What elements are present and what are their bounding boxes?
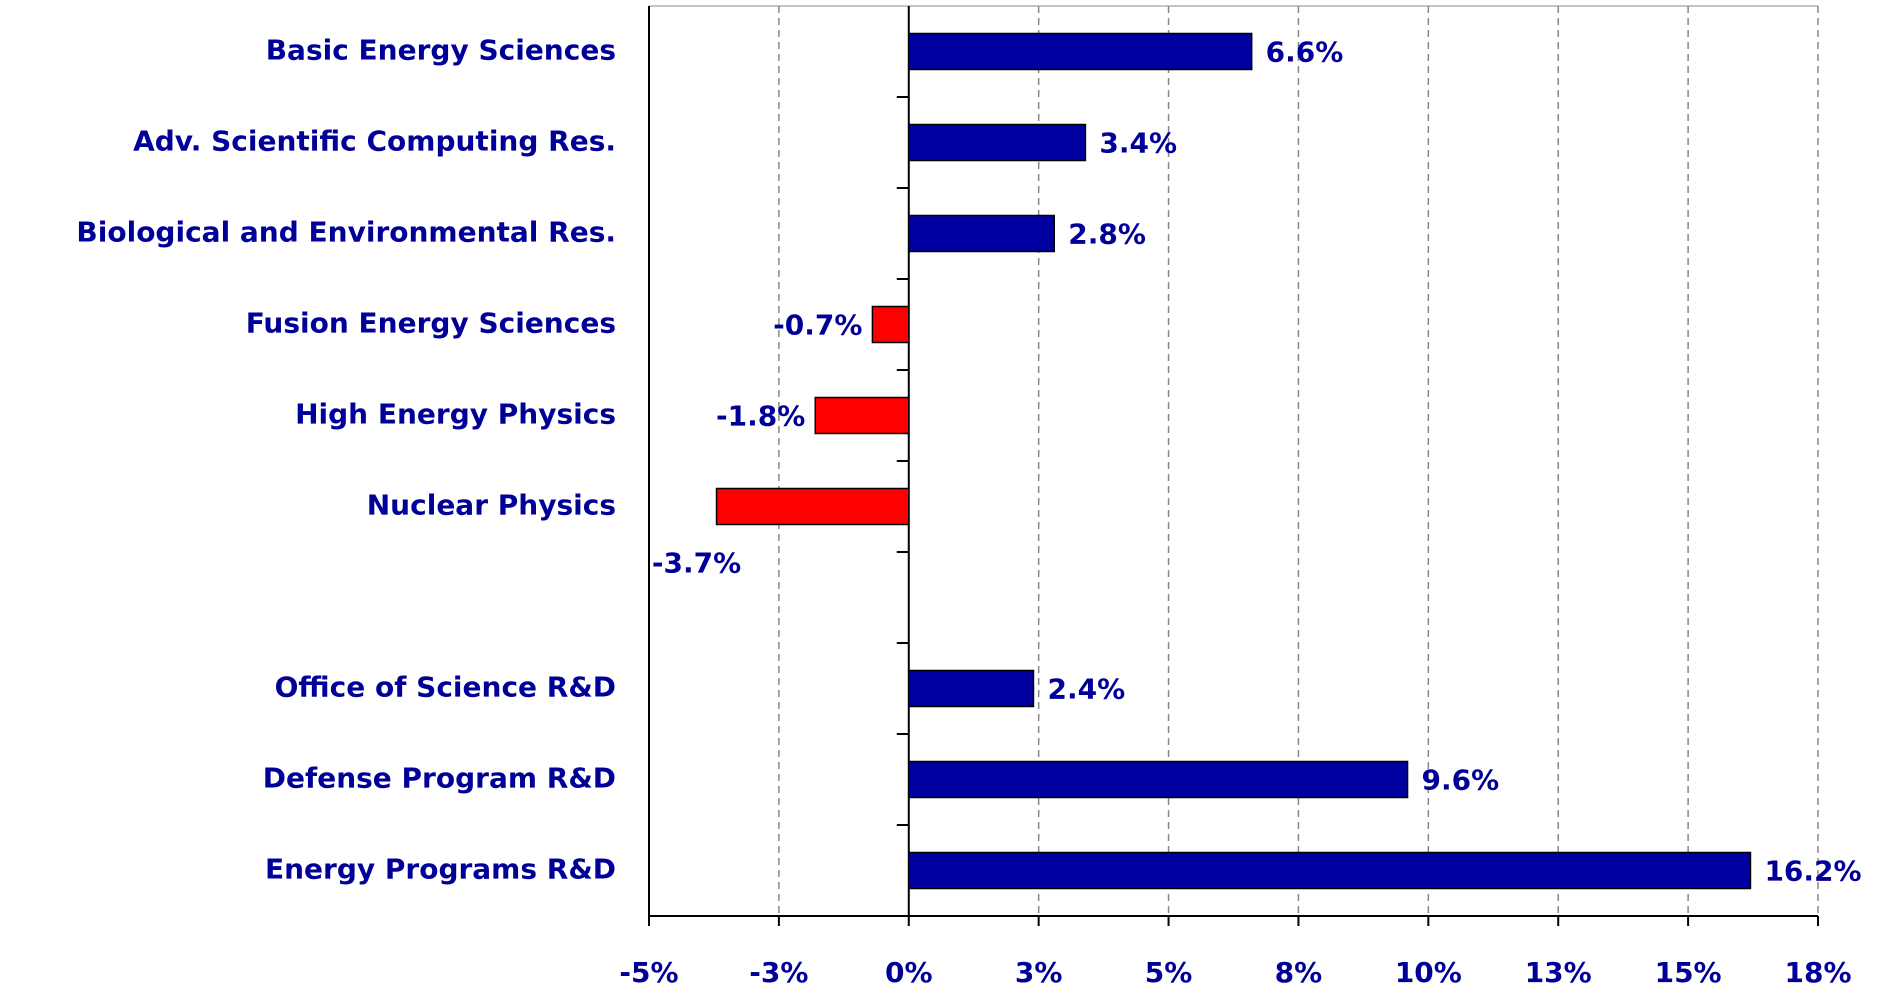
- x-tick-label: 18%: [1784, 956, 1851, 989]
- value-label: 16.2%: [1764, 855, 1861, 888]
- value-label: 9.6%: [1422, 764, 1500, 797]
- bar: [871, 305, 910, 344]
- bar: [814, 396, 910, 435]
- value-label: 6.6%: [1266, 36, 1344, 69]
- y-tick-label: Basic Energy Sciences: [266, 34, 616, 67]
- x-tick-label: 10%: [1395, 956, 1462, 989]
- x-tick-label: 3%: [1015, 956, 1063, 989]
- y-tick-label: High Energy Physics: [295, 398, 616, 431]
- bar: [908, 123, 1087, 162]
- x-tick-label: 5%: [1145, 956, 1193, 989]
- x-tick-label: 8%: [1275, 956, 1323, 989]
- x-tick-label: 15%: [1655, 956, 1722, 989]
- bar: [715, 487, 910, 526]
- y-tick-label: Defense Program R&D: [263, 762, 616, 795]
- bar: [908, 760, 1409, 799]
- y-tick-label: Biological and Environmental Res.: [76, 216, 616, 249]
- bar: [908, 851, 1752, 890]
- y-tick-label: Office of Science R&D: [275, 671, 616, 704]
- value-label: -0.7%: [773, 309, 862, 342]
- bar: [908, 669, 1035, 708]
- value-label: 2.8%: [1068, 218, 1146, 251]
- value-label: 3.4%: [1099, 127, 1177, 160]
- y-tick-label: Adv. Scientific Computing Res.: [133, 125, 616, 158]
- value-label: 2.4%: [1047, 673, 1125, 706]
- x-tick-label: 13%: [1525, 956, 1592, 989]
- value-label: -1.8%: [716, 400, 805, 433]
- y-tick-label: Nuclear Physics: [367, 489, 616, 522]
- y-tick-label: Energy Programs R&D: [265, 853, 616, 886]
- x-tick-label: -5%: [619, 956, 678, 989]
- bar: [908, 214, 1056, 253]
- x-tick-label: 0%: [885, 956, 933, 989]
- y-tick-label: Fusion Energy Sciences: [246, 307, 616, 340]
- value-label: -3.7%: [652, 547, 741, 580]
- bar: [908, 32, 1253, 71]
- x-tick-label: -3%: [749, 956, 808, 989]
